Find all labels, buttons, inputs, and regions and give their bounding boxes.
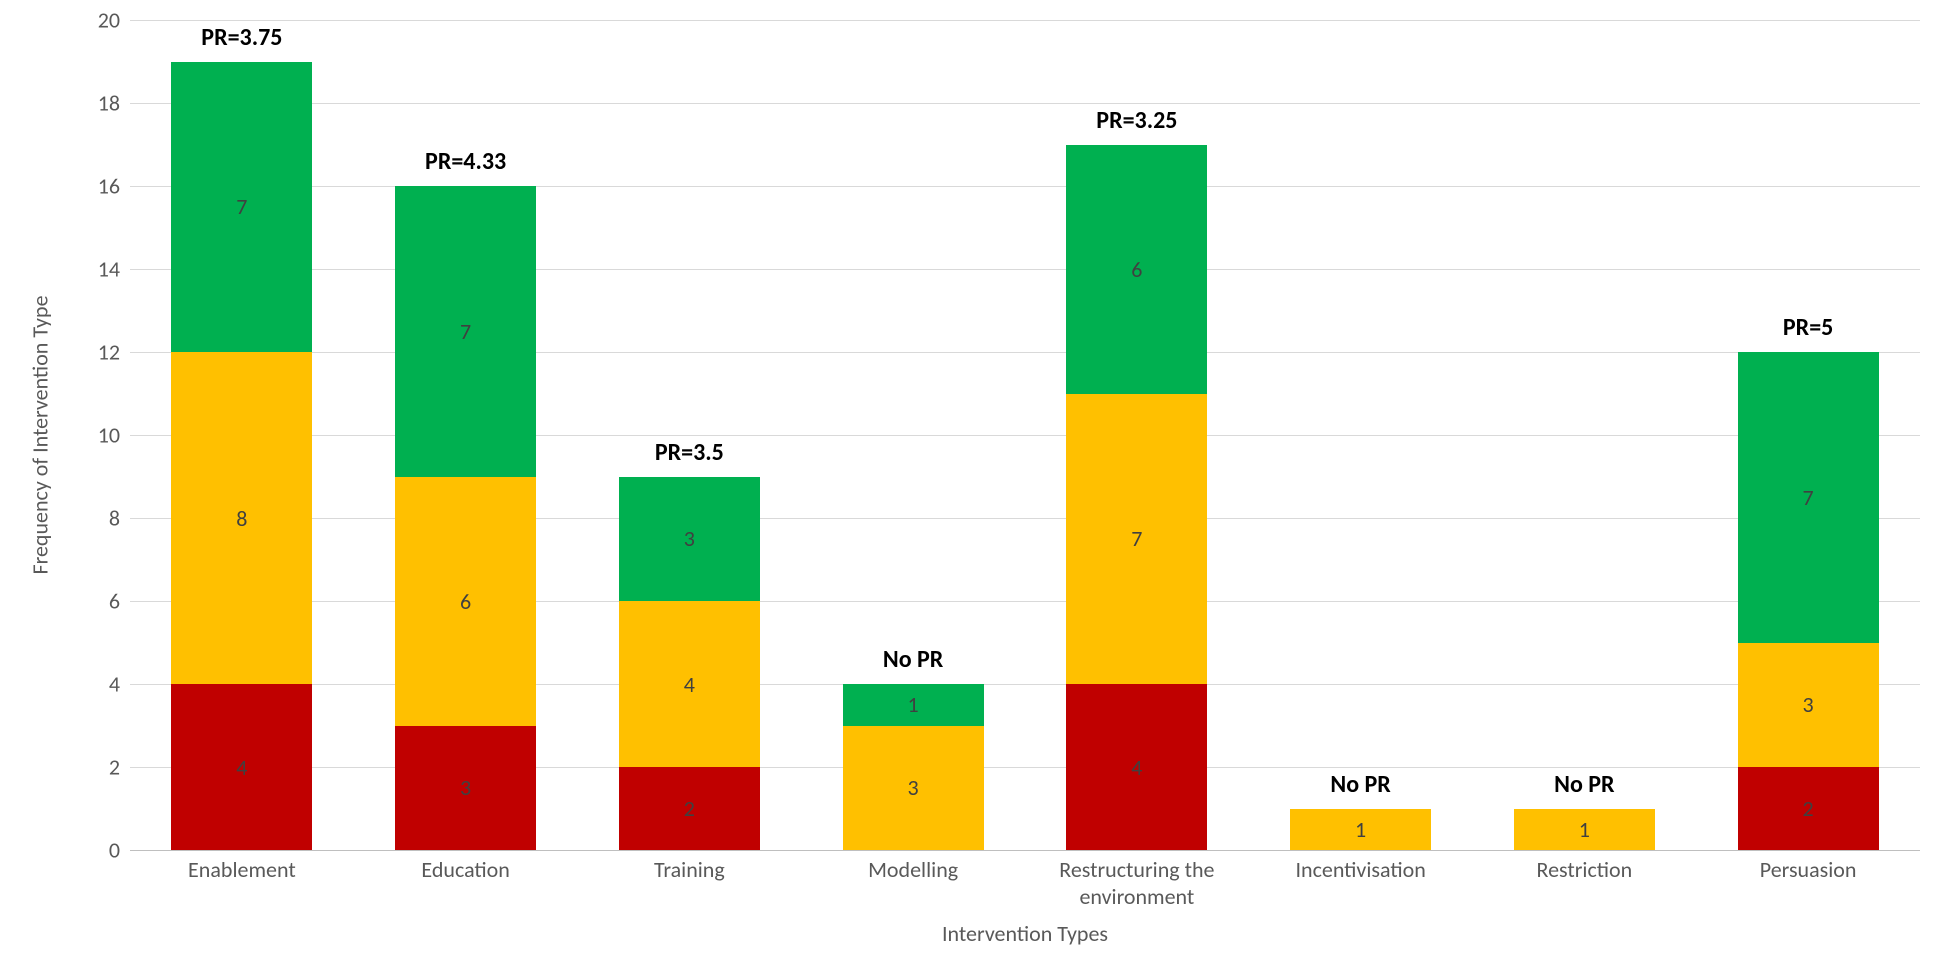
y-tick-label: 18 (98, 90, 130, 117)
bar-segment-value: 7 (236, 193, 247, 220)
pr-label: PR=3.5 (655, 438, 724, 467)
bar-segment: 4 (171, 684, 312, 850)
pr-label: PR=3.75 (201, 23, 282, 52)
bar-segment-value: 1 (1579, 816, 1590, 843)
x-category-label: Restructuring the environment (1025, 850, 1249, 910)
x-category-label: Education (354, 850, 578, 883)
bar-segment-value: 3 (1803, 691, 1814, 718)
x-category-label: Training (578, 850, 802, 883)
y-tick-label: 12 (98, 339, 130, 366)
bar-group: 3 1 No PR (843, 20, 984, 850)
x-category-label: Persuasion (1696, 850, 1920, 883)
y-tick-label: 6 (109, 588, 130, 615)
bar-group: 4 8 7 PR=3.75 (171, 20, 312, 850)
bar-segment: 7 (1066, 394, 1207, 685)
pr-label: PR=5 (1783, 313, 1833, 342)
bar-segment: 7 (171, 62, 312, 353)
bar-group: 4 7 6 PR=3.25 (1066, 20, 1207, 850)
bar-segment-value: 8 (236, 505, 247, 532)
plot-area: 02468101214161820487PR=3.75Enablement367… (130, 20, 1920, 850)
y-tick-label: 8 (109, 505, 130, 532)
y-axis-title: Frequency of Intervention Type (27, 295, 54, 574)
bar-segment-value: 2 (1803, 795, 1814, 822)
bar-segment: 6 (1066, 145, 1207, 394)
pr-label: No PR (1554, 770, 1614, 799)
y-tick-label: 20 (98, 7, 130, 34)
bar-segment-value: 4 (684, 671, 695, 698)
y-tick-label: 2 (109, 754, 130, 781)
bar-segment-value: 1 (908, 691, 919, 718)
x-category-label: Incentivisation (1249, 850, 1473, 883)
pr-label: PR=3.25 (1096, 106, 1177, 135)
bar-segment-value: 2 (684, 795, 695, 822)
bar-segment-value: 4 (1131, 754, 1142, 781)
x-axis-title: Intervention Types (942, 920, 1108, 947)
pr-label: PR=4.33 (425, 147, 506, 176)
bar-segment: 2 (619, 767, 760, 850)
bar-segment: 1 (843, 684, 984, 726)
bar-segment-value: 6 (460, 588, 471, 615)
bar-group: 2 4 3 PR=3.5 (619, 20, 760, 850)
bar-group: 1 No PR (1514, 20, 1655, 850)
bar-segment: 3 (619, 477, 760, 602)
bar-segment: 8 (171, 352, 312, 684)
bar-segment-value: 7 (1131, 525, 1142, 552)
bar-segment: 1 (1290, 809, 1431, 851)
bar-segment-value: 4 (236, 754, 247, 781)
bar-segment: 3 (1738, 643, 1879, 768)
y-tick-label: 14 (98, 256, 130, 283)
bar-segment-value: 1 (1355, 816, 1366, 843)
bar-segment: 7 (395, 186, 536, 477)
bar-segment: 3 (395, 726, 536, 851)
pr-label: No PR (1330, 770, 1390, 799)
bar-segment-value: 7 (460, 318, 471, 345)
bar-segment-value: 3 (460, 774, 471, 801)
y-tick-label: 4 (109, 671, 130, 698)
bar-group: 2 3 7 PR=5 (1738, 20, 1879, 850)
bar-segment-value: 7 (1803, 484, 1814, 511)
bar-segment: 4 (619, 601, 760, 767)
x-category-label: Enablement (130, 850, 354, 883)
x-category-label: Restriction (1473, 850, 1697, 883)
bar-segment: 2 (1738, 767, 1879, 850)
y-tick-label: 16 (98, 173, 130, 200)
y-tick-label: 0 (109, 837, 130, 864)
bar-segment-value: 3 (684, 525, 695, 552)
pr-label: No PR (883, 645, 943, 674)
x-category-label: Modelling (801, 850, 1025, 883)
bar-segment: 3 (843, 726, 984, 851)
bar-group: 3 6 7 PR=4.33 (395, 20, 536, 850)
bar-segment-value: 6 (1131, 256, 1142, 283)
intervention-frequency-chart: 02468101214161820487PR=3.75Enablement367… (0, 0, 1947, 960)
bar-segment: 7 (1738, 352, 1879, 643)
bar-segment: 1 (1514, 809, 1655, 851)
bar-segment: 4 (1066, 684, 1207, 850)
bar-segment-value: 3 (908, 774, 919, 801)
bar-segment: 6 (395, 477, 536, 726)
bar-group: 1 No PR (1290, 20, 1431, 850)
y-tick-label: 10 (98, 422, 130, 449)
